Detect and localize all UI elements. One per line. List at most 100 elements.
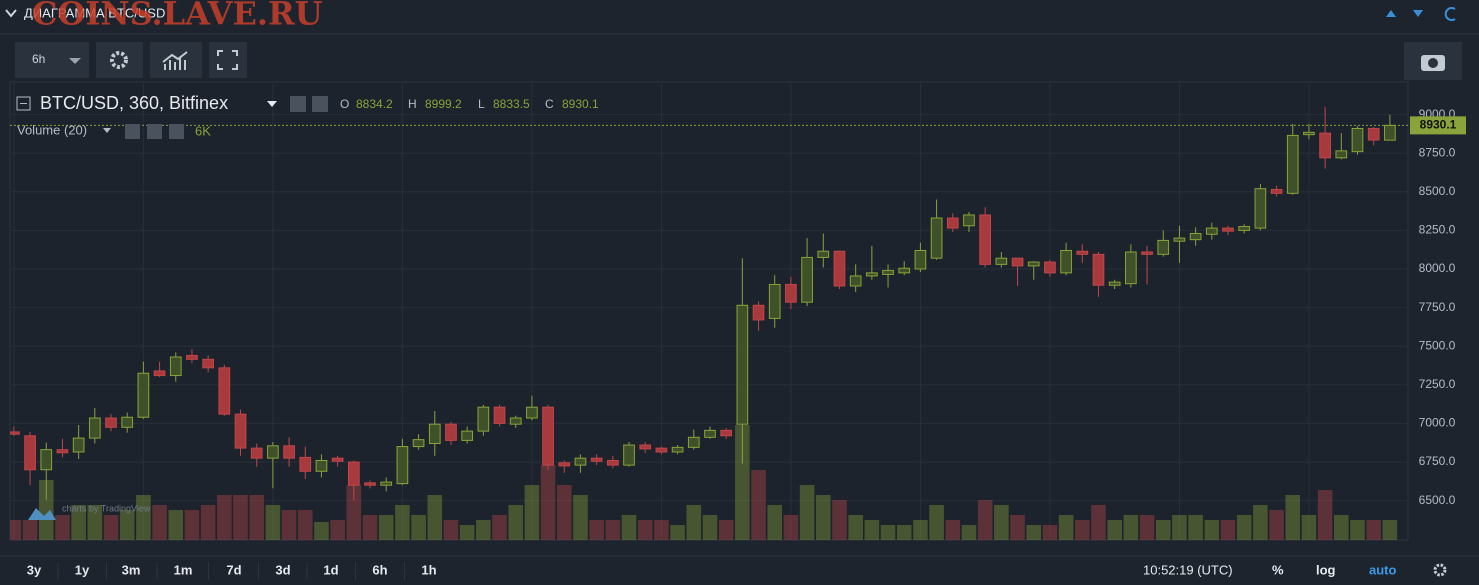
candle-body [687, 436, 700, 448]
tradingview-logo [28, 508, 56, 520]
volume-bar [1269, 510, 1284, 540]
volume-bar [443, 520, 459, 540]
y-tick-label: 6750.0 [1419, 454, 1456, 468]
ohlc-label: L [478, 97, 485, 111]
candle-body [1011, 257, 1024, 267]
dropdown-icon[interactable] [267, 101, 277, 107]
volume-bar [233, 495, 248, 540]
volume-bar [217, 495, 232, 540]
candle-body [995, 257, 1008, 265]
volume-bar [654, 520, 669, 540]
candle-body [202, 358, 214, 369]
volume-bar [1317, 490, 1333, 540]
volume-bar [880, 525, 896, 540]
ohlc-label: C [545, 97, 554, 111]
range-button[interactable]: 1m [174, 562, 193, 577]
volume-bar [1058, 515, 1074, 540]
candle-body [186, 354, 198, 360]
collapse-box[interactable] [16, 96, 31, 111]
range-button[interactable]: 3d [275, 562, 290, 577]
volume-bar [799, 485, 815, 540]
range-button[interactable]: 1y [75, 562, 90, 577]
dropdown-icon[interactable] [103, 128, 111, 133]
camera-lens [1428, 58, 1438, 68]
volume-bar [119, 510, 135, 540]
visibility-button[interactable] [290, 96, 306, 112]
settings-button[interactable] [312, 96, 328, 112]
candle-body [1092, 253, 1105, 286]
candle-body [1303, 131, 1315, 136]
candle-body [833, 250, 846, 287]
volume-bar [281, 510, 297, 540]
volume-bar [1382, 520, 1398, 540]
collapse-icon[interactable] [5, 9, 17, 18]
volume-bar [1253, 505, 1268, 540]
candle-body [24, 435, 36, 471]
volume-bar [816, 495, 831, 540]
volume-bar [524, 485, 540, 540]
last-price-label: 8930.1 [1420, 118, 1457, 132]
refresh-icon[interactable] [1444, 7, 1456, 21]
volume-bar [1220, 520, 1236, 540]
settings-button[interactable] [147, 124, 162, 139]
range-button[interactable]: 7d [226, 562, 241, 577]
candle-body [1205, 227, 1218, 235]
range-button[interactable]: 6h [372, 562, 387, 577]
candle-body [607, 459, 619, 466]
candle-body [1076, 250, 1089, 255]
volume-bar [1301, 515, 1317, 540]
range-button[interactable]: 1d [323, 562, 338, 577]
y-tick-label: 7500.0 [1419, 338, 1456, 352]
candle-body [590, 457, 603, 462]
volume-bar [55, 515, 70, 540]
log-toggle[interactable]: log [1316, 562, 1336, 577]
candle-body [1189, 232, 1202, 241]
candle-body [720, 429, 733, 437]
settings-icon[interactable] [1433, 563, 1447, 577]
volume-bar [87, 505, 103, 540]
volume-bar [136, 495, 151, 540]
candle-body [72, 437, 85, 453]
candle-body [40, 449, 53, 471]
move-up-icon[interactable] [1386, 10, 1396, 17]
settings-button[interactable] [96, 42, 143, 78]
remove-button[interactable] [169, 124, 184, 139]
candle-body [299, 456, 312, 472]
y-tick-label: 7250.0 [1419, 377, 1456, 391]
volume-bar [1204, 520, 1220, 540]
range-button[interactable]: 1h [421, 562, 436, 577]
visibility-button[interactable] [125, 124, 140, 139]
candle-body [946, 217, 959, 229]
volume-bar [314, 522, 329, 540]
volume-bar [103, 515, 119, 540]
candle-body [1027, 261, 1040, 267]
volume-bar [605, 520, 621, 540]
volume-bar [977, 500, 993, 540]
indicators-button[interactable] [150, 42, 202, 78]
candle-body [655, 447, 668, 453]
volume-bar [556, 485, 572, 540]
y-tick-label: 6500.0 [1419, 493, 1456, 507]
range-button[interactable]: 3y [27, 562, 42, 577]
candle-body [88, 417, 101, 439]
ohlc-value: 8999.2 [425, 97, 462, 111]
volume-bar [1334, 515, 1349, 540]
auto-toggle[interactable]: auto [1369, 562, 1397, 577]
move-down-icon[interactable] [1413, 10, 1423, 17]
candle-body [461, 430, 473, 441]
candle-body [817, 250, 830, 258]
y-tick-label: 8000.0 [1419, 261, 1456, 275]
candle-body [574, 457, 587, 466]
volume-bar [378, 515, 394, 540]
fullscreen-button[interactable] [209, 42, 247, 78]
volume-bar [249, 495, 264, 540]
watermark: COINS.LAVE.RU [32, 0, 323, 33]
candle-body [1270, 188, 1283, 194]
range-button[interactable]: 3m [122, 562, 141, 577]
candle-body [1254, 188, 1267, 229]
last-price-box [1410, 116, 1466, 135]
volume-bar [492, 515, 507, 540]
candle-body [898, 267, 911, 274]
volume-bar [961, 525, 977, 540]
percent-toggle[interactable]: % [1272, 562, 1284, 577]
